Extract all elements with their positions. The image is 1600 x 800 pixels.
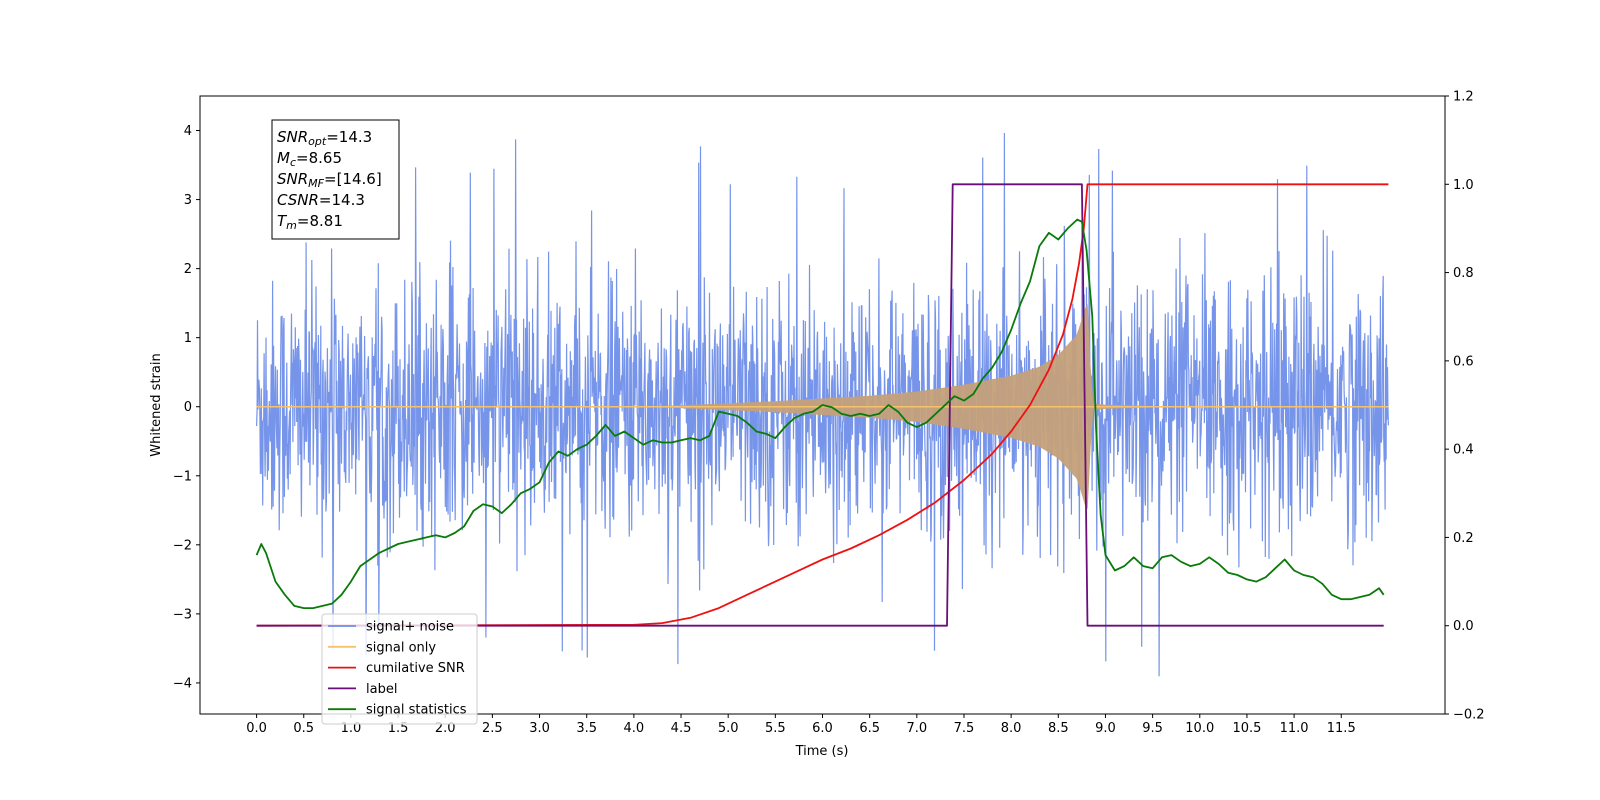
y-tick-label: 2 <box>184 262 192 277</box>
x-tick-label: 7.0 <box>906 721 927 736</box>
x-tick-label: 9.0 <box>1095 721 1116 736</box>
annotation-line: Tm=8.81 <box>277 212 343 232</box>
series-cumulative-snr-line <box>256 183 1389 627</box>
x-tick-label: 8.0 <box>1001 721 1022 736</box>
legend-label: cumilative SNR <box>366 661 465 676</box>
series-label-line <box>256 183 1384 627</box>
axis-ticks: 0.0 0.5 1.0 1.5 2.0 2.5 3.0 3.5 4.0 4.5 5.0 5.5 6.0 6… <box>173 90 1485 737</box>
y-tick-label: 1 <box>184 331 192 346</box>
legend-label: signal only <box>366 640 436 655</box>
y2-tick-label: 0.0 <box>1453 619 1474 634</box>
x-tick-label: 4.5 <box>671 721 692 736</box>
y2-tick-label: 0.8 <box>1453 266 1474 281</box>
legend-label: label <box>366 682 397 697</box>
x-tick-label: 10.0 <box>1185 721 1214 736</box>
y-tick-label: 4 <box>184 124 192 139</box>
y-tick-label: −1 <box>173 469 192 484</box>
y2-tick-label: 0.2 <box>1453 531 1474 546</box>
x-tick-label: 2.0 <box>435 721 456 736</box>
series-signal-statistics-line <box>255 218 1385 609</box>
x-tick-label: 6.5 <box>859 721 880 736</box>
y-tick-label: 3 <box>184 193 192 208</box>
x-tick-label: 3.5 <box>576 721 597 736</box>
x-tick-label: 11.0 <box>1280 721 1309 736</box>
y2-tick-label: 0.4 <box>1453 443 1474 458</box>
y-tick-label: −4 <box>173 676 192 691</box>
x-tick-label: 0.0 <box>246 721 267 736</box>
y-tick-label: 0 <box>184 400 192 415</box>
y2-tick-label: 0.6 <box>1453 354 1474 369</box>
x-tick-label: 5.0 <box>718 721 739 736</box>
y-tick-label: −3 <box>173 607 192 622</box>
legend: signal+ noise signal only cumilative SNR la… <box>321 613 478 725</box>
x-tick-label: 8.5 <box>1048 721 1069 736</box>
y2-tick-label: 1.2 <box>1453 90 1474 105</box>
x-tick-label: 6.0 <box>812 721 833 736</box>
x-tick-label: 5.5 <box>765 721 786 736</box>
x-tick-label: 7.5 <box>954 721 975 736</box>
x-tick-label: 2.5 <box>482 721 503 736</box>
plot-area <box>255 132 1389 677</box>
x-tick-label: 11.5 <box>1327 721 1356 736</box>
x-axis-label: Time (s) <box>795 744 849 759</box>
annotation-line: SNRMF=[14.6] <box>277 170 382 190</box>
legend-frame <box>321 613 478 725</box>
x-tick-label: 3.0 <box>529 721 550 736</box>
legend-label: signal statistics <box>366 703 467 718</box>
annotation-frame <box>271 119 400 240</box>
x-tick-label: 9.5 <box>1142 721 1163 736</box>
x-tick-label: 10.5 <box>1232 721 1261 736</box>
x-tick-label: 1.0 <box>341 721 362 736</box>
legend-label: signal+ noise <box>366 620 454 635</box>
annotation-line: CSNR=14.3 <box>277 191 365 209</box>
annotation-line: SNRopt=14.3 <box>277 128 372 148</box>
y-axis-label: Whitened strain <box>149 353 164 456</box>
y2-tick-label: −0.2 <box>1453 708 1485 723</box>
x-tick-label: 4.0 <box>624 721 645 736</box>
y2-tick-label: 1.0 <box>1453 178 1474 193</box>
x-tick-label: 1.5 <box>388 721 409 736</box>
x-tick-label: 0.5 <box>293 721 314 736</box>
y-tick-label: −2 <box>173 538 192 553</box>
series-signal-noise-line <box>256 132 1389 677</box>
annotation-line: Mc=8.65 <box>277 149 342 169</box>
